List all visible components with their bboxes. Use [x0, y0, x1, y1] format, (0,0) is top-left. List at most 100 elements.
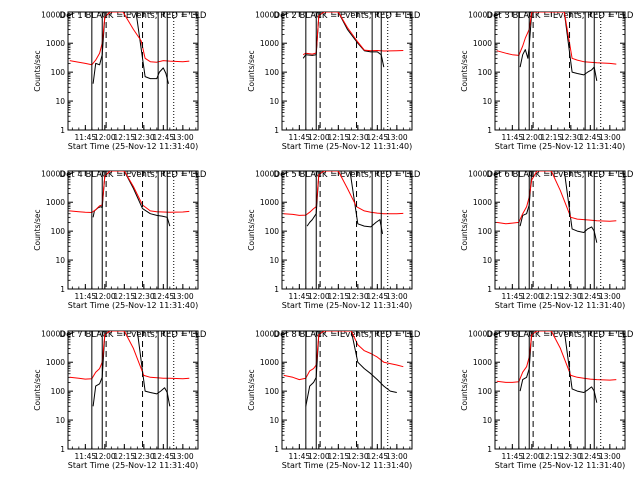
y-tick-label: 10: [55, 416, 65, 425]
series-group: [496, 171, 617, 243]
x-tick-label: 12:30: [560, 452, 582, 461]
y-tick-label: 100: [265, 227, 280, 236]
x-tick-label: 12:00: [521, 133, 543, 142]
y-tick-label: 1000: [46, 198, 65, 207]
series-group: [283, 331, 404, 407]
plot-frame: [494, 11, 626, 131]
x-tick-label: 11:45: [75, 452, 97, 461]
y-tick-label: 1: [60, 445, 65, 454]
x-tick-label: 11:45: [289, 133, 311, 142]
y-tick-label: 1000: [260, 358, 279, 367]
y-tick-label: 1000: [46, 39, 65, 48]
x-tick-label: 12:15: [114, 133, 136, 142]
y-tick-label: 1000: [260, 198, 279, 207]
x-tick-label: 12:30: [560, 292, 582, 301]
y-tick-label: 100: [478, 227, 493, 236]
x-tick-label: 11:45: [289, 292, 311, 301]
plot-frame: [281, 11, 413, 131]
panel-det-3: Det 3 BLACK = Events, RED = LLD 1 10 100 100…: [460, 10, 634, 151]
x-axis-label: Start Time (25-Nov-12 11:31:40): [282, 142, 412, 151]
panel-det-6: Det 6 BLACK = Events, RED = LLD 1 10 100 100…: [460, 169, 634, 310]
x-tick-label: 12:45: [367, 292, 389, 301]
y-tick-label: 100: [51, 68, 66, 77]
y-tick-label: 10000: [255, 10, 279, 19]
panel-det-7: Det 7 BLACK = Events, RED = LLD 1 10 100 100…: [33, 329, 207, 470]
x-tick-label: 12:00: [94, 452, 116, 461]
x-tick-label: 12:00: [308, 452, 330, 461]
chart-title: Det 2 BLACK = Events, RED = LLD: [274, 11, 421, 21]
y-tick-label: 10: [269, 416, 279, 425]
y-tick-label: 10000: [255, 169, 279, 178]
x-axis-label: Start Time (25-Nov-12 11:31:40): [68, 142, 198, 151]
y-axis-label: Counts/sec: [247, 50, 256, 91]
x-tick-label: 12:45: [580, 292, 602, 301]
x-axis-label: Start Time (25-Nov-12 11:31:40): [495, 301, 625, 310]
series-group: [496, 331, 617, 403]
lld-line: [283, 171, 404, 216]
series-group: [69, 171, 190, 227]
x-tick-label: 12:00: [521, 452, 543, 461]
x-axis-label: Start Time (25-Nov-12 11:31:40): [68, 301, 198, 310]
lld-line: [69, 171, 190, 213]
y-tick-label: 1: [487, 126, 492, 135]
y-tick-label: 10: [269, 97, 279, 106]
y-tick-label: 10: [482, 256, 492, 265]
y-axis-label: Counts/sec: [247, 369, 256, 410]
x-tick-label: 13:00: [386, 133, 408, 142]
x-tick-label: 13:00: [599, 133, 621, 142]
x-tick-label: 12:15: [541, 292, 563, 301]
y-tick-label: 10000: [255, 329, 279, 338]
lld-line: [69, 331, 190, 380]
x-tick-label: 12:15: [328, 452, 350, 461]
y-tick-label: 1: [487, 445, 492, 454]
lld-line: [496, 331, 617, 383]
x-tick-label: 12:45: [367, 133, 389, 142]
x-tick-label: 12:45: [153, 292, 175, 301]
y-tick-label: 1000: [473, 39, 492, 48]
y-tick-label: 10: [482, 97, 492, 106]
events-line: [92, 171, 171, 227]
x-tick-label: 13:00: [599, 452, 621, 461]
y-tick-label: 10000: [41, 329, 65, 338]
plot-frame: [67, 170, 199, 290]
x-tick-label: 12:45: [153, 452, 175, 461]
y-tick-label: 1: [274, 126, 279, 135]
x-tick-label: 13:00: [172, 133, 194, 142]
y-tick-label: 10000: [468, 10, 492, 19]
panel-det-2: Det 2 BLACK = Events, RED = LLD 1 10 100 100…: [247, 10, 421, 151]
panel-det-5: Det 5 BLACK = Events, RED = LLD 1 10 100 100…: [247, 169, 421, 310]
lld-line: [496, 171, 617, 225]
y-tick-label: 100: [51, 387, 66, 396]
chart-title: Det 8 BLACK = Events, RED = LLD: [274, 330, 421, 340]
x-tick-label: 11:45: [75, 133, 97, 142]
panel-det-1: Det 1 BLACK = Events, RED = LLD 1 10 100 100…: [33, 10, 207, 151]
y-tick-label: 1: [487, 285, 492, 294]
y-axis-label: Counts/sec: [460, 209, 469, 250]
events-line: [519, 331, 598, 403]
y-tick-label: 1000: [473, 358, 492, 367]
x-tick-label: 13:00: [172, 452, 194, 461]
x-tick-label: 11:45: [502, 292, 524, 301]
y-tick-label: 100: [51, 227, 66, 236]
chart-title: Det 7 BLACK = Events, RED = LLD: [60, 330, 207, 340]
x-axis-label: Start Time (25-Nov-12 11:31:40): [68, 461, 198, 470]
x-tick-label: 12:15: [114, 452, 136, 461]
y-axis-label: Counts/sec: [460, 50, 469, 91]
x-tick-label: 12:00: [521, 292, 543, 301]
x-tick-label: 12:30: [133, 452, 155, 461]
panel-det-4: Det 4 BLACK = Events, RED = LLD 1 10 100 100…: [33, 169, 207, 310]
chart-title: Det 6 BLACK = Events, RED = LLD: [487, 170, 634, 180]
y-tick-label: 1: [274, 285, 279, 294]
y-tick-label: 10: [55, 97, 65, 106]
y-axis-label: Counts/sec: [33, 50, 42, 91]
events-line: [92, 331, 171, 407]
y-tick-label: 10000: [468, 329, 492, 338]
y-tick-label: 100: [478, 68, 493, 77]
y-tick-label: 10000: [41, 169, 65, 178]
chart-title: Det 1 BLACK = Events, RED = LLD: [60, 11, 207, 21]
x-tick-label: 12:45: [580, 133, 602, 142]
x-tick-label: 12:30: [133, 133, 155, 142]
y-tick-label: 10: [55, 256, 65, 265]
x-axis-label: Start Time (25-Nov-12 11:31:40): [495, 461, 625, 470]
